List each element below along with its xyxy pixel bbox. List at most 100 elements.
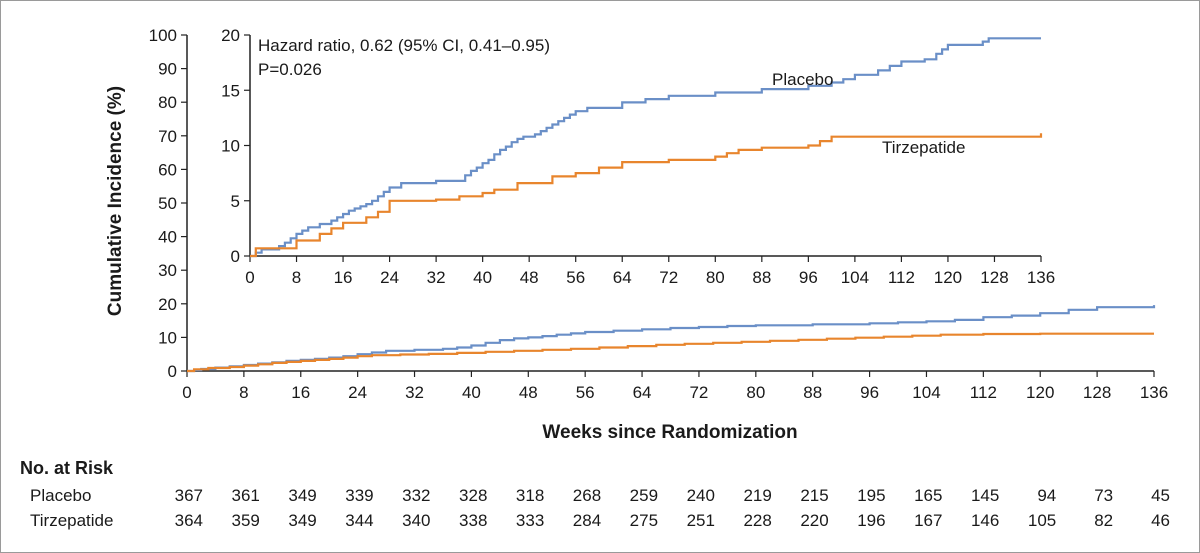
risk-value-tirzepatide: 344 [345,511,373,530]
inset-x-tick-label: 88 [752,268,771,287]
main-y-tick-label: 30 [158,261,177,280]
hazard-ratio-annotation: Hazard ratio, 0.62 (95% CI, 0.41–0.95) [258,36,550,55]
inset-series-tirzepatide [250,133,1043,258]
risk-value-tirzepatide: 82 [1094,511,1113,530]
inset-x-tick-label: 72 [659,268,678,287]
risk-row-label-tirzepatide: Tirzepatide [30,511,113,530]
main-x-tick-label: 32 [405,383,424,402]
inset-x-tick-label: 136 [1027,268,1055,287]
main-series-tirzepatide [187,332,1154,373]
inset-series-placebo [250,37,1041,258]
risk-value-tirzepatide: 349 [288,511,316,530]
risk-value-placebo: 73 [1094,486,1113,505]
risk-value-placebo: 165 [914,486,942,505]
main-x-tick-label: 136 [1140,383,1168,402]
main-y-tick-label: 60 [158,160,177,179]
inset-x-tick-label: 40 [473,268,492,287]
main-x-tick-label: 56 [576,383,595,402]
risk-value-placebo: 195 [857,486,885,505]
main-x-tick-label: 16 [291,383,310,402]
inset-x-tick-label: 8 [292,268,301,287]
main-x-tick-label: 64 [633,383,652,402]
risk-value-tirzepatide: 275 [630,511,658,530]
main-y-tick-label: 50 [158,194,177,213]
main-x-tick-label: 0 [182,383,191,402]
inset-y-tick-label: 5 [231,192,240,211]
inset-x-tick-label: 56 [566,268,585,287]
risk-value-placebo: 367 [175,486,203,505]
risk-value-placebo: 219 [743,486,771,505]
main-x-tick-label: 128 [1083,383,1111,402]
risk-value-tirzepatide: 251 [687,511,715,530]
inset-x-tick-label: 0 [245,268,254,287]
inset-x-tick-label: 48 [520,268,539,287]
risk-value-tirzepatide: 338 [459,511,487,530]
inset-panel [199,22,1059,299]
inset-x-tick-label: 32 [427,268,446,287]
tirzepatide-curve-label: Tirzepatide [882,138,965,157]
x-axis-label: Weeks since Randomization [542,422,797,443]
main-x-tick-label: 8 [239,383,248,402]
inset-x-tick-label: 80 [706,268,725,287]
risk-value-placebo: 349 [288,486,316,505]
risk-value-tirzepatide: 364 [175,511,203,530]
risk-value-tirzepatide: 228 [743,511,771,530]
p-value-annotation: P=0.026 [258,60,322,79]
risk-value-placebo: 45 [1151,486,1170,505]
main-y-tick-label: 40 [158,228,177,247]
risk-value-tirzepatide: 340 [402,511,430,530]
risk-value-placebo: 145 [971,486,999,505]
inset-y-tick-label: 10 [221,137,240,156]
inset-x-tick-label: 104 [841,268,869,287]
risk-table-title: No. at Risk [20,458,114,478]
main-x-tick-label: 80 [746,383,765,402]
inset-x-tick-label: 24 [380,268,399,287]
main-series-placebo [187,305,1156,373]
risk-value-placebo: 240 [687,486,715,505]
risk-value-placebo: 332 [402,486,430,505]
risk-value-tirzepatide: 167 [914,511,942,530]
placebo-curve-label: Placebo [772,70,833,89]
main-x-tick-label: 120 [1026,383,1054,402]
main-x-tick-label: 96 [860,383,879,402]
risk-value-placebo: 339 [345,486,373,505]
inset-x-tick-label: 16 [334,268,353,287]
main-y-tick-label: 0 [168,362,177,381]
inset-x-tick-label: 96 [799,268,818,287]
risk-value-placebo: 361 [232,486,260,505]
inset-axes: 0 5 10 15 20 0 8 16 24 32 40 48 56 64 72 80 88 96 104 112 12… [221,26,1055,287]
main-x-tick-label: 112 [970,383,997,402]
risk-value-tirzepatide: 333 [516,511,544,530]
risk-row-label-placebo: Placebo [30,486,91,505]
risk-value-placebo: 318 [516,486,544,505]
main-y-tick-label: 20 [158,295,177,314]
main-x-tick-label: 72 [689,383,708,402]
y-axis-label: Cumulative Incidence (%) [105,86,126,316]
main-x-tick-label: 104 [912,383,940,402]
inset-y-tick-label: 0 [231,247,240,266]
inset-x-tick-label: 64 [613,268,632,287]
inset-x-tick-label: 112 [888,268,915,287]
inset-x-tick-label: 128 [980,268,1008,287]
main-y-tick-label: 90 [158,60,177,79]
risk-value-placebo: 268 [573,486,601,505]
risk-value-placebo: 94 [1037,486,1056,505]
main-y-tick-label: 80 [158,93,177,112]
main-x-tick-label: 24 [348,383,367,402]
risk-value-tirzepatide: 220 [800,511,828,530]
main-x-tick-label: 48 [519,383,538,402]
risk-value-tirzepatide: 196 [857,511,885,530]
risk-value-tirzepatide: 46 [1151,511,1170,530]
risk-value-tirzepatide: 146 [971,511,999,530]
risk-value-tirzepatide: 284 [573,511,601,530]
main-x-tick-label: 88 [803,383,822,402]
main-y-tick-label: 70 [158,127,177,146]
inset-x-tick-label: 120 [934,268,962,287]
inset-background [199,22,1059,299]
main-x-tick-label: 40 [462,383,481,402]
risk-value-placebo: 328 [459,486,487,505]
inset-y-tick-label: 20 [221,26,240,45]
inset-series [250,37,1043,258]
